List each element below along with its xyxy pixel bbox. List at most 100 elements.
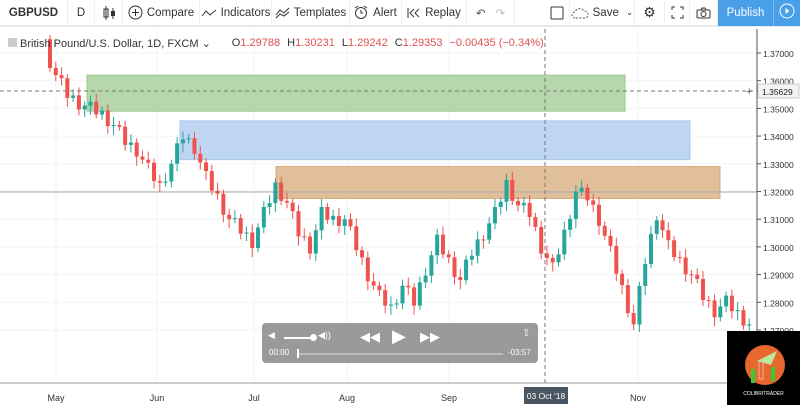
share-icon[interactable]: ⇧ [522, 328, 531, 339]
ohlc-change: −0.00435 (−0.34%) [449, 37, 544, 49]
candle-body [492, 207, 497, 224]
price-tick-label: 1.32000 [763, 188, 794, 198]
candle-body [267, 203, 272, 208]
candle-body [215, 190, 220, 194]
alert-label: Alert [373, 6, 397, 19]
drawing-rectangle-button[interactable] [545, 0, 570, 26]
time-tick-label: May [47, 393, 65, 403]
candle-body [65, 78, 70, 98]
candle-body [666, 230, 671, 241]
candle-body [562, 229, 567, 255]
candle-body [232, 218, 237, 220]
candles-icon [102, 5, 116, 20]
candle-body [712, 300, 717, 318]
candle-body [648, 233, 653, 265]
candle-body [498, 201, 503, 208]
crosshair-date-box [524, 387, 568, 404]
symbol-button[interactable]: GBPUSD [0, 0, 68, 26]
indicators-label: Indicators [220, 6, 271, 19]
candle-body [695, 274, 700, 280]
price-tick-label: 1.29000 [763, 271, 794, 281]
candle-body [527, 202, 532, 217]
candle-body [128, 142, 133, 145]
save-button[interactable]: Save ⌄ [570, 0, 635, 26]
candle-body [227, 214, 232, 220]
fast-forward-button[interactable]: ▶▶ [420, 329, 440, 344]
play-circle-icon [779, 3, 795, 22]
candle-body [741, 310, 746, 326]
candle-body [429, 255, 434, 276]
candle-body [683, 257, 688, 275]
candle-body [504, 179, 509, 202]
candle-body [608, 235, 613, 246]
indicators-button[interactable]: Indicators [200, 0, 272, 26]
candle-body [296, 211, 301, 237]
fullscreen-button[interactable] [665, 0, 690, 26]
candle-body [157, 180, 162, 183]
chart-type-button[interactable] [95, 0, 123, 26]
video-play-button[interactable] [773, 0, 800, 26]
candle-body [521, 202, 526, 206]
templates-label: Templates [293, 6, 347, 19]
candle-body [319, 207, 324, 231]
candle-body [672, 240, 677, 258]
compare-button[interactable]: Compare [123, 0, 200, 26]
candle-body [412, 287, 417, 306]
candle-body [123, 126, 128, 145]
ohlc-close: C1.29353 [394, 37, 443, 49]
price-tick-label: 1.37000 [763, 49, 794, 59]
candle-body [209, 171, 214, 191]
alert-button[interactable]: Alert [350, 0, 402, 26]
candle-body [221, 193, 226, 215]
price-tick-label: 1.35000 [763, 104, 794, 114]
volume-slider[interactable] [284, 334, 317, 341]
candle-body [423, 275, 428, 283]
templates-button[interactable]: Templates [272, 0, 350, 26]
progress-bar[interactable] [297, 349, 503, 358]
interval-button[interactable]: D [68, 0, 95, 26]
candle-body [458, 277, 463, 281]
price-chart[interactable]: 1.37000 1.36000 1.35000 1.34000 1.33000 1.320… [0, 29, 800, 405]
candle-body [435, 234, 440, 256]
candle-body [620, 273, 625, 286]
candle-body [614, 245, 619, 274]
time-tick-label: Nov [630, 393, 647, 403]
candle-body [417, 282, 422, 306]
alarm-clock-icon [354, 5, 369, 20]
candle-body [175, 143, 180, 164]
candle-body [105, 110, 110, 127]
candle-body [88, 101, 93, 106]
candle-body [284, 200, 289, 203]
replay-button[interactable]: Replay [402, 0, 467, 26]
play-button[interactable]: ▶ [392, 326, 406, 346]
undo-icon[interactable]: ↶ [475, 7, 486, 20]
rewind-button[interactable]: ◀◀ [360, 329, 380, 344]
remaining-time: -03:57 [508, 348, 531, 357]
candle-body [440, 234, 445, 255]
candle-body [204, 162, 209, 172]
candle-body [637, 285, 642, 325]
candle-body [152, 162, 157, 181]
candle-body [625, 285, 630, 314]
candle-body [250, 232, 255, 249]
candle-body [677, 257, 682, 259]
candle-body [718, 306, 723, 318]
candle-body [146, 159, 151, 163]
candle-body [573, 191, 578, 219]
cloud-icon [571, 7, 589, 19]
candle-body [475, 239, 480, 256]
snapshot-button[interactable] [690, 0, 718, 26]
ohlc-open: O1.29788 [231, 37, 281, 49]
chevron-down-icon[interactable]: ⌄ [625, 7, 634, 17]
candle-body [336, 215, 341, 226]
settings-button[interactable]: ⚙ [635, 0, 665, 26]
symbol-title[interactable]: British Pound/U.S. Dollar, 1D, FXCM ⌄ [8, 37, 211, 50]
candle-body [134, 142, 139, 157]
publish-button[interactable]: Publish [718, 0, 773, 26]
candle-body [654, 220, 659, 234]
candle-body [290, 202, 295, 212]
redo-icon[interactable]: ↷ [495, 7, 506, 20]
candle-body [180, 139, 185, 144]
candle-body [302, 236, 307, 238]
candle-body [238, 218, 243, 234]
